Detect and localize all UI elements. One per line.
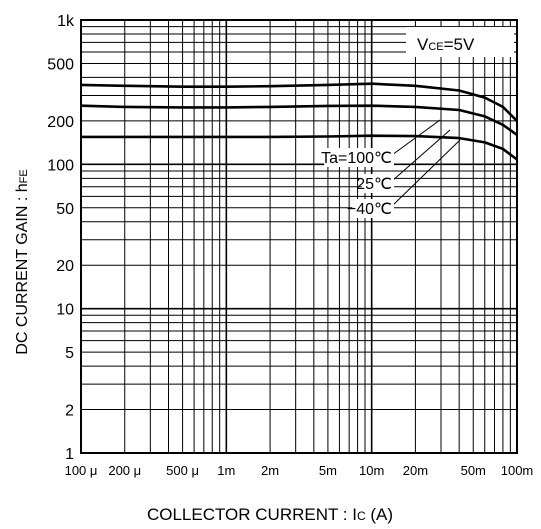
x-tick-label: 10m	[359, 463, 384, 478]
series-label-100c: Ta=100℃	[321, 150, 392, 167]
x-axis-title-unit: (A)	[366, 505, 393, 524]
plot-frame	[80, 19, 518, 454]
leader-line	[391, 119, 441, 156]
curve-ta-100c	[80, 82, 518, 122]
leader-line	[391, 129, 451, 182]
x-tick-label: 5m	[319, 463, 337, 478]
x-tick-label: 20m	[403, 463, 428, 478]
y-tick-label: 10	[56, 302, 74, 319]
curves	[80, 82, 518, 161]
y-tick-label: 200	[47, 114, 74, 131]
condition-suffix: =5V	[444, 35, 475, 54]
x-tick-label: 200 μ	[108, 463, 141, 478]
condition-sub: CE	[428, 41, 443, 53]
x-tick-label: 500 μ	[166, 463, 199, 478]
series-label-background	[324, 148, 394, 167]
series-label-minus40c: −40℃	[347, 201, 392, 218]
condition-box: VCE=5V	[406, 27, 514, 57]
annotation-leaders	[391, 119, 461, 207]
x-tick-label: 100m	[501, 463, 534, 478]
y-tick-label: 1	[65, 446, 74, 463]
series-label-background	[361, 174, 394, 193]
y-tick-label: 5	[65, 345, 74, 362]
x-tick-label: 50m	[461, 463, 486, 478]
x-tick-label: 1m	[217, 463, 235, 478]
curve-ta-minus40c	[81, 134, 518, 161]
series-label-background	[352, 199, 394, 218]
svg-text:VCE=5V: VCE=5V	[417, 35, 475, 54]
y-tick-label: 1k	[57, 13, 75, 30]
x-axis-title-main: COLLECTOR CURRENT : I	[147, 505, 357, 524]
y-tick-label: 100	[47, 157, 74, 174]
y-tick-label: 500	[47, 56, 74, 73]
y-axis-title-main: DC CURRENT GAIN : h	[14, 183, 31, 354]
condition-prefix: V	[417, 35, 429, 54]
y-axis-title-sub: FE	[18, 169, 30, 183]
y-axis-title: DC CURRENT GAIN : hFE	[14, 169, 31, 354]
x-axis-title-sub: C	[357, 509, 366, 523]
y-tick-label: 20	[56, 258, 74, 275]
curve-ta-25c	[80, 104, 518, 136]
x-tick-label: 100 μ	[65, 463, 98, 478]
y-tick-label: 2	[65, 403, 74, 420]
x-tick-label: 2m	[261, 463, 279, 478]
grid-lines	[81, 20, 517, 453]
x-tick-labels: 100 μ 200 μ 500 μ 1m 2m 5m 10m 20m 50m 100m	[65, 463, 534, 478]
y-tick-labels: 1k 500 200 100 50 20 10 5 2 1	[47, 13, 75, 463]
x-axis-title: COLLECTOR CURRENT : IC (A)	[147, 505, 393, 524]
series-label-25c: 25℃	[356, 176, 392, 193]
series-labels: Ta=100℃ 25℃ −40℃	[321, 148, 394, 218]
leader-line	[391, 139, 461, 207]
y-tick-label: 50	[56, 201, 74, 218]
